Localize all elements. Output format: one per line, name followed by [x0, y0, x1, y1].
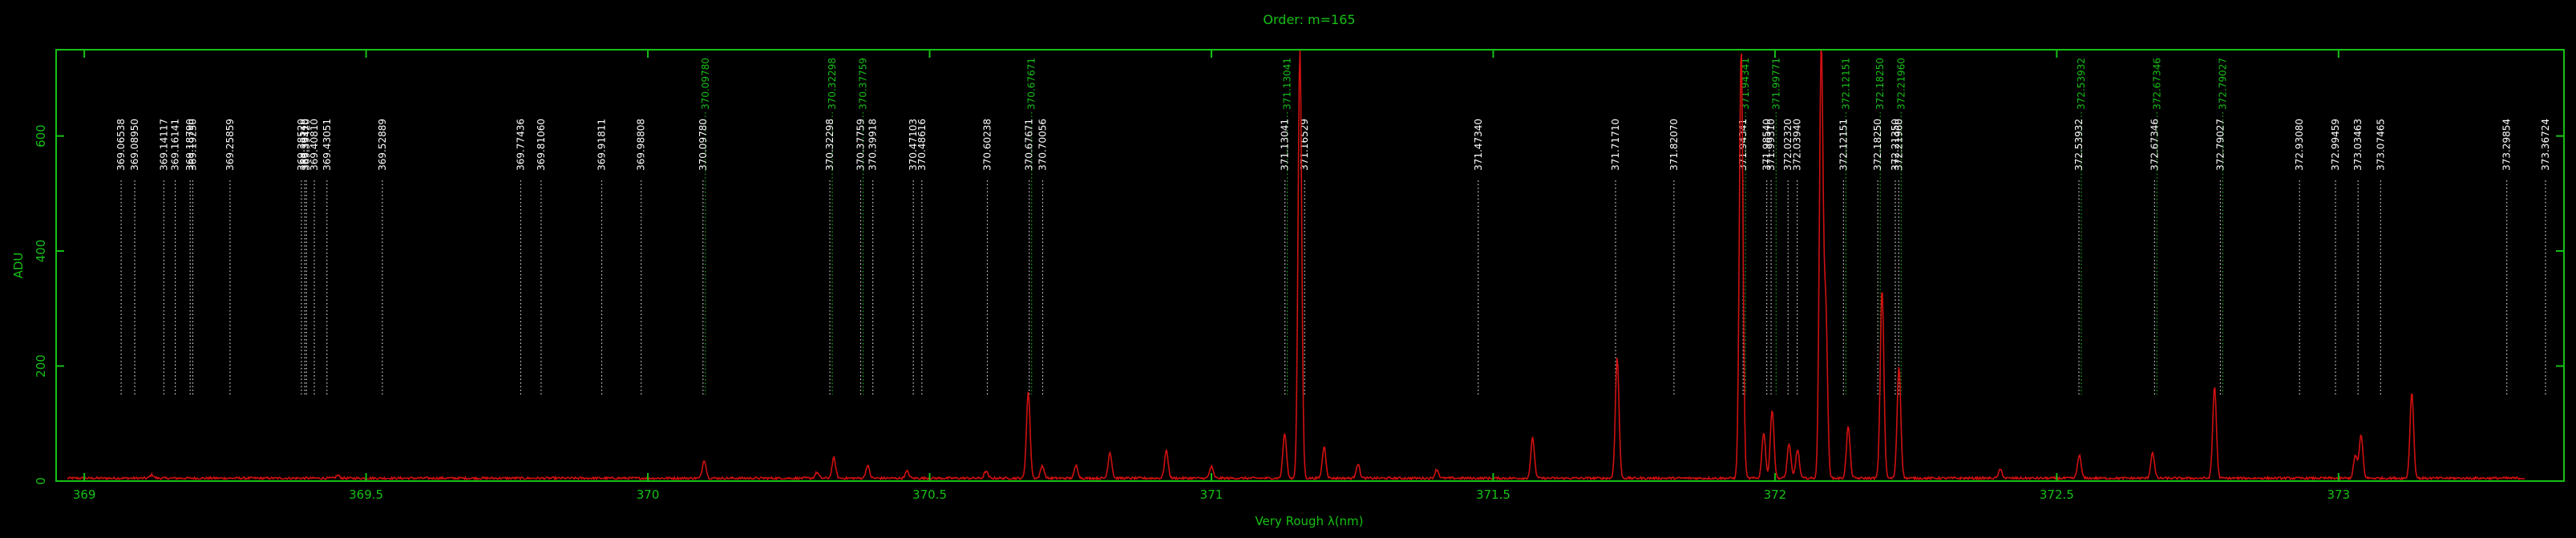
x-tick-label: 369.5: [349, 487, 383, 502]
reference-label-green: 371.99771: [1770, 58, 1781, 110]
y-tick-label: 0: [34, 477, 48, 485]
reference-label-green: 371.13041: [1282, 58, 1293, 110]
reference-label-white: 370.37759: [855, 119, 866, 171]
reference-label-green: 372.21960: [1895, 58, 1907, 110]
reference-label-white: 370.67671: [1024, 119, 1035, 171]
y-axis-label: ADU: [11, 253, 26, 279]
x-tick-label: 371.5: [1476, 487, 1510, 502]
x-tick-label: 369: [73, 487, 96, 502]
reference-label-white: 370.09780: [698, 119, 709, 171]
reference-label-white: 372.21350: [1890, 119, 1901, 171]
y-axis: 0 200 400 600: [34, 124, 2564, 485]
reference-label-white: 372.12151: [1838, 119, 1849, 171]
reference-label-white: 372.93080: [2294, 119, 2305, 171]
y-tick-label: 200: [34, 354, 48, 378]
reference-label-white: 370.48616: [916, 119, 928, 171]
reference-label-white: 369.40810: [309, 119, 320, 171]
reference-label-white: 370.39918: [867, 119, 879, 171]
x-tick-label: 370: [637, 487, 660, 502]
reference-label-white: 369.52889: [377, 119, 388, 171]
reference-label-white: 369.25859: [224, 119, 236, 171]
reference-label-white: 370.47103: [908, 119, 919, 171]
reference-label-white: 371.71710: [1610, 119, 1621, 171]
reference-label-white: 371.47340: [1473, 119, 1484, 171]
reference-label-white: 369.19250: [187, 119, 198, 171]
reference-label-green: 372.18250: [1874, 58, 1886, 110]
reference-label-white: 369.91811: [596, 119, 608, 171]
reference-label-white: 371.13041: [1280, 119, 1291, 171]
reference-label-white: 369.18790: [184, 119, 196, 171]
reference-label-white: 373.03463: [2352, 119, 2364, 171]
reference-label-white: 369.43051: [321, 119, 333, 171]
reference-label-green: 371.94341: [1740, 58, 1751, 110]
reference-label-white: 373.07465: [2375, 119, 2386, 171]
reference-label-white: 372.99459: [2330, 119, 2341, 171]
reference-label-green: 372.53932: [2076, 58, 2087, 110]
reference-label-white: 372.03940: [1792, 119, 1803, 171]
reference-label-white: 369.77436: [515, 119, 526, 171]
chart-title: Order: m=165: [1263, 12, 1355, 27]
plot-frame: [55, 49, 2565, 482]
reference-label-green: 372.12151: [1840, 58, 1851, 110]
reference-label-white: 369.06538: [115, 119, 127, 171]
reference-label-white: 369.98808: [636, 119, 647, 171]
spectrum-line: [67, 49, 2525, 482]
reference-label-white: 372.67346: [2149, 119, 2160, 171]
x-tick-label: 372: [1764, 487, 1787, 502]
y-tick-label: 400: [34, 240, 48, 263]
reference-label-white: 373.29854: [2501, 119, 2513, 171]
reference-label-green: 372.67346: [2151, 58, 2162, 110]
reference-label-white: 371.82070: [1668, 119, 1680, 171]
reference-label-green: 370.09780: [700, 58, 711, 110]
x-tick-label: 371: [1200, 487, 1223, 502]
reference-label-white: 372.18250: [1872, 119, 1883, 171]
reference-label-green: 372.79027: [2217, 58, 2228, 110]
reference-label-white: 369.39420: [301, 119, 312, 171]
reference-label-white: 372.79027: [2214, 119, 2226, 171]
reference-lines: [120, 112, 2546, 394]
x-tick-label: 372.5: [2040, 487, 2074, 502]
reference-label-white: 372.53932: [2073, 119, 2085, 171]
reference-label-green: 370.37759: [857, 58, 868, 110]
reference-label-white: 370.70056: [1037, 119, 1049, 171]
reference-label-white: 371.99310: [1765, 119, 1777, 171]
reference-label-white: 369.16141: [170, 119, 181, 171]
reference-label-white: 370.32298: [824, 119, 835, 171]
reference-label-white: 369.81060: [536, 119, 547, 171]
y-tick-label: 600: [34, 124, 48, 148]
reference-label-white: 369.39110: [299, 119, 310, 171]
reference-label-white: 369.14117: [158, 119, 169, 171]
reference-labels: 369.06538 369.08950 369.14117 369.16141 369.…: [115, 58, 2551, 171]
reference-label-white: 371.98540: [1761, 119, 1773, 171]
reference-label-white: 370.60238: [981, 119, 993, 171]
reference-label-white: 369.08950: [129, 119, 140, 171]
reference-label-green: 370.67671: [1026, 58, 1037, 110]
x-tick-label: 373: [2327, 487, 2351, 502]
reference-label-white: 372.21960: [1893, 119, 1904, 171]
reference-label-green: 370.32298: [827, 58, 838, 110]
reference-label-white: 372.02320: [1782, 119, 1793, 171]
x-axis-label: Very Rough λ(nm): [1255, 514, 1363, 528]
x-tick-label: 370.5: [912, 487, 947, 502]
reference-label-white: 369.38520: [296, 119, 307, 171]
reference-label-white: 373.36724: [2540, 119, 2551, 171]
x-axis: 369 369.5 370 370.5 371 371.5 372 372.5 373: [73, 50, 2350, 502]
